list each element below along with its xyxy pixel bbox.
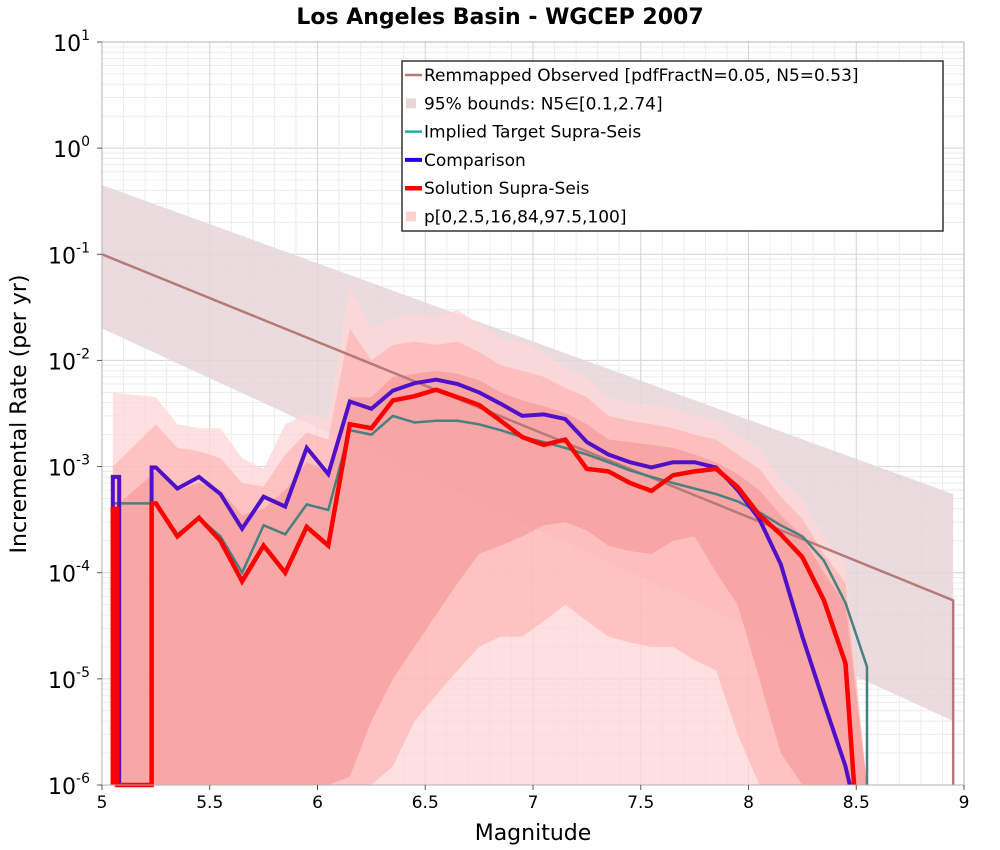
- uncertainty-bands: [102, 185, 954, 785]
- y-axis-ticks: 10-6 10-5 10-4 10-3 10-2 10-1 100 101: [48, 28, 102, 800]
- legend-label-percentiles: p[0,2.5,16,84,97.5,100]: [424, 208, 627, 228]
- legend-box: [401, 60, 944, 232]
- legend-label-comparison: Comparison: [424, 151, 526, 171]
- x-tick-label: 5.5: [196, 793, 223, 813]
- x-tick-label: 9: [959, 793, 970, 813]
- solution-series-line: [110, 387, 857, 788]
- legend-label-solution: Solution Supra-Seis: [424, 179, 590, 199]
- y-tick-label: 10-4: [48, 559, 90, 588]
- x-axis-ticks: 5 5.5 6 6.5 7 7.5 8 8.5 9: [97, 785, 970, 813]
- data-lines: [101, 253, 955, 788]
- legend-swatch-observed_bounds: [406, 98, 416, 109]
- y-tick-label: 10-1: [48, 240, 90, 269]
- x-tick-label: 6.5: [412, 793, 439, 813]
- legend: Remmapped Observed [pdfFractN=0.05, N5=0…: [401, 60, 944, 232]
- y-tick-label: 101: [53, 28, 90, 57]
- x-axis-label: Magnitude: [475, 821, 592, 846]
- y-tick-label: 100: [53, 134, 90, 163]
- x-tick-label: 8.5: [843, 793, 870, 813]
- chart-title: Los Angeles Basin - WGCEP 2007: [296, 5, 703, 30]
- x-tick-label: 8: [743, 793, 754, 813]
- y-tick-label: 10-2: [48, 346, 90, 375]
- x-tick-label: 7.5: [627, 793, 654, 813]
- y-tick-label: 10-6: [48, 771, 90, 800]
- y-tick-label: 10-3: [48, 453, 90, 482]
- x-tick-label: 5: [97, 793, 108, 813]
- y-tick-label: 10-5: [48, 665, 90, 694]
- x-tick-label: 7: [528, 793, 539, 813]
- y-axis-label: Incremental Rate (per yr): [7, 275, 32, 554]
- legend-label-implied: Implied Target Supra-Seis: [424, 123, 641, 143]
- legend-swatch-percentiles: [406, 211, 416, 222]
- percentile-band-2.5-97.5: [112, 328, 868, 785]
- legend-label-observed: Remmapped Observed [pdfFractN=0.05, N5=0…: [424, 66, 859, 86]
- x-tick-label: 6: [312, 793, 323, 813]
- legend-label-observed_bounds: 95% bounds: N5∈[0.1,2.74]: [424, 94, 663, 114]
- observed-line: [101, 253, 955, 785]
